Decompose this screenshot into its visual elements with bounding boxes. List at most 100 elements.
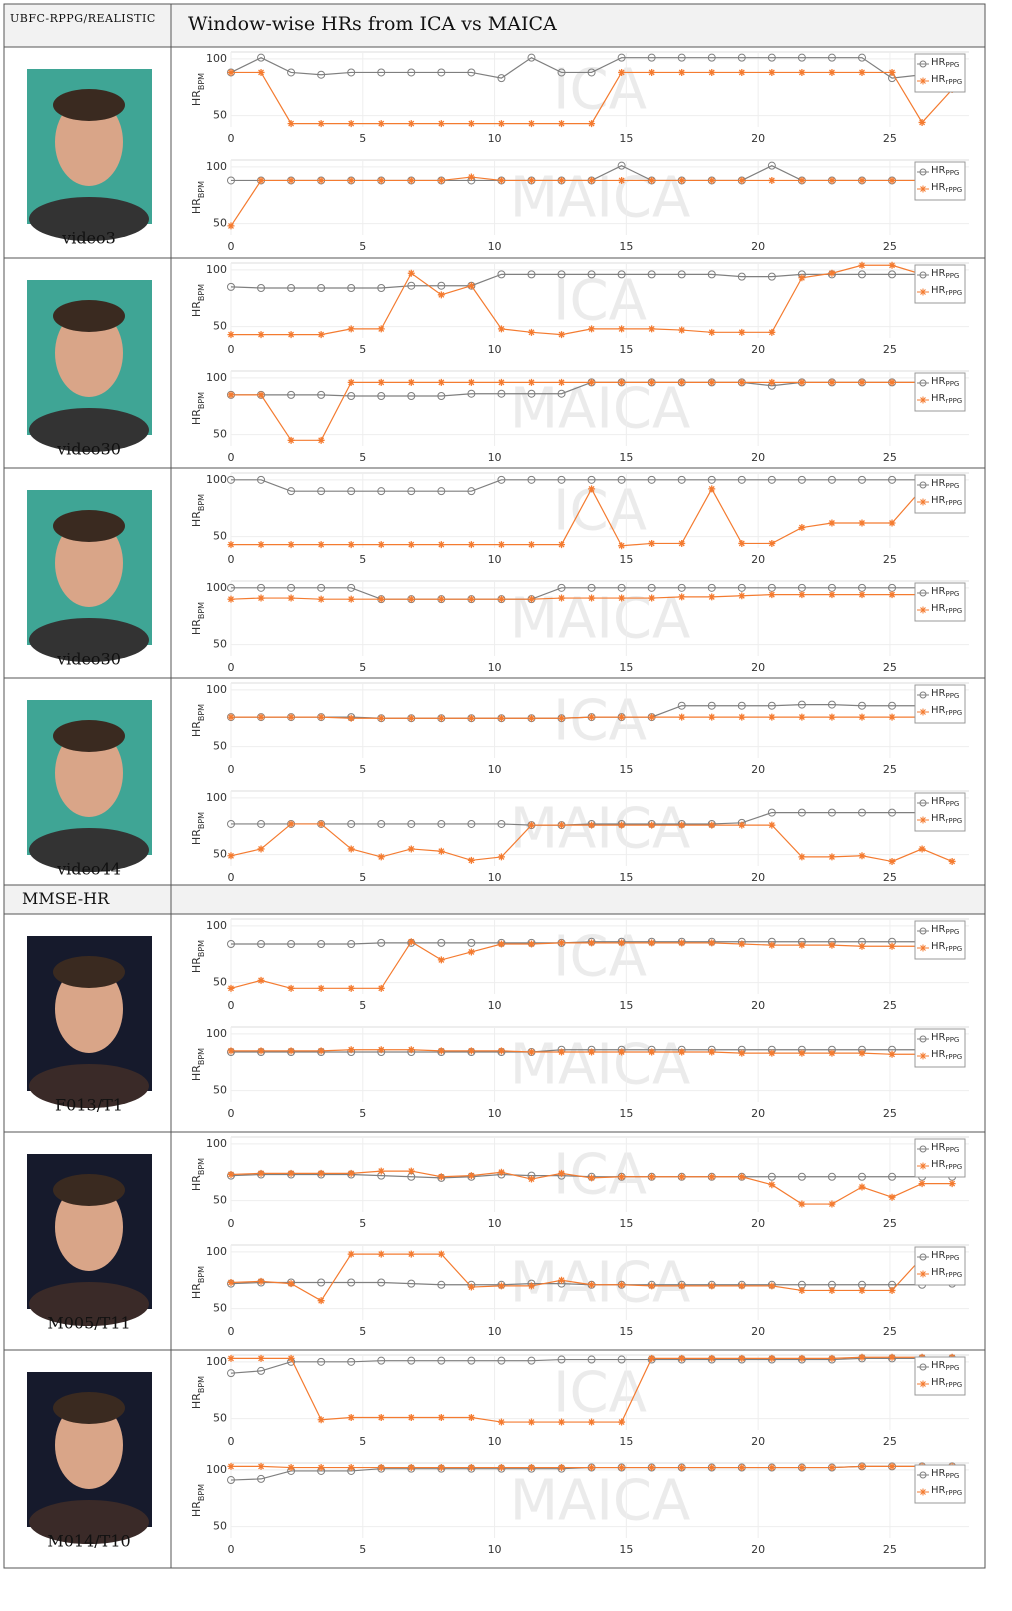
point [347, 583, 356, 592]
legend-entry: rPPG [945, 1271, 962, 1279]
legend-swatch [919, 1145, 927, 1153]
point [257, 1366, 266, 1375]
point [317, 984, 325, 992]
legend-swatch [919, 379, 927, 387]
face-photo [55, 965, 123, 1053]
series-line [231, 587, 953, 600]
x-tick-label: 5 [359, 1107, 366, 1120]
legend-swatch [919, 1270, 927, 1278]
x-tick-label: 15 [619, 553, 633, 566]
point [888, 176, 896, 184]
point [377, 853, 385, 861]
legend-entry: HR [931, 1159, 946, 1170]
point [227, 68, 235, 76]
point [888, 261, 896, 269]
x-tick-label: 15 [619, 451, 633, 464]
y-tick-label: 50 [213, 109, 227, 122]
point [708, 378, 716, 386]
point [798, 713, 806, 721]
y-axis-label: BPM [197, 1048, 206, 1065]
legend-swatch [919, 606, 927, 614]
point [527, 714, 535, 722]
point [407, 845, 415, 853]
point [648, 1464, 656, 1472]
point [858, 176, 866, 184]
y-axis-label: BPM [197, 181, 206, 198]
point [827, 700, 836, 709]
y-tick-label: 50 [213, 638, 227, 651]
x-tick-label: 10 [488, 871, 502, 884]
point [737, 272, 746, 281]
point [437, 1047, 445, 1055]
x-tick-label: 10 [488, 343, 502, 356]
x-tick-label: 5 [359, 999, 366, 1012]
x-tick-label: 5 [359, 871, 366, 884]
point [287, 120, 295, 128]
x-tick-label: 0 [228, 1107, 235, 1120]
point [768, 68, 776, 76]
point [467, 389, 476, 398]
point [497, 120, 505, 128]
legend-entry: PPG [945, 272, 959, 280]
point [708, 1173, 716, 1181]
point [227, 595, 235, 603]
point [738, 1049, 746, 1057]
legend-entry: rPPG [945, 1489, 962, 1497]
y-axis-label: BPM [197, 284, 206, 301]
point [768, 1354, 776, 1362]
legend-swatch [919, 1035, 927, 1043]
point [768, 1282, 776, 1290]
point [467, 1047, 475, 1055]
point [257, 1474, 266, 1483]
point [858, 1183, 866, 1191]
point [377, 938, 386, 947]
point [497, 270, 506, 279]
legend-entry: HR [931, 1142, 946, 1153]
point [497, 475, 506, 484]
point [648, 1282, 656, 1290]
point [497, 1356, 506, 1365]
point [497, 1464, 505, 1472]
legend-swatch [919, 1162, 927, 1170]
point [558, 541, 566, 549]
legend-entry: PPG [945, 482, 959, 490]
y-axis-label: HRBPM [190, 1158, 206, 1191]
point [678, 68, 686, 76]
point [407, 392, 416, 400]
point [888, 1353, 896, 1361]
point [407, 1464, 415, 1472]
point [888, 68, 896, 76]
legend-box [914, 1464, 966, 1504]
point [467, 819, 476, 828]
y-axis-label: HR [190, 198, 203, 214]
watermark: ICA [553, 689, 647, 754]
legend-swatch [919, 481, 927, 489]
point [888, 808, 897, 817]
point [618, 1173, 626, 1181]
point [557, 270, 566, 279]
point [257, 940, 266, 948]
point [558, 120, 566, 128]
point [257, 819, 266, 828]
legend-entry: HR [931, 688, 946, 699]
point [467, 948, 475, 956]
point [527, 176, 535, 184]
legend-entry: rPPG [945, 186, 962, 194]
y-axis-label: HRBPM [190, 704, 206, 737]
point [257, 53, 266, 62]
legend-entry: HRrPPG [931, 705, 962, 717]
x-tick-label: 5 [359, 132, 366, 145]
point [918, 118, 926, 126]
y-axis-label: HRBPM [190, 1048, 206, 1081]
x-tick-label: 0 [228, 999, 235, 1012]
face-photo [53, 510, 125, 542]
face-photo [53, 1392, 125, 1424]
point [708, 1464, 716, 1472]
point [768, 821, 776, 829]
face-photo [53, 956, 125, 988]
point [347, 1464, 355, 1472]
legend-entry: HRPPG [931, 1250, 959, 1262]
face-photo [53, 89, 125, 121]
y-tick-label: 50 [213, 530, 227, 543]
